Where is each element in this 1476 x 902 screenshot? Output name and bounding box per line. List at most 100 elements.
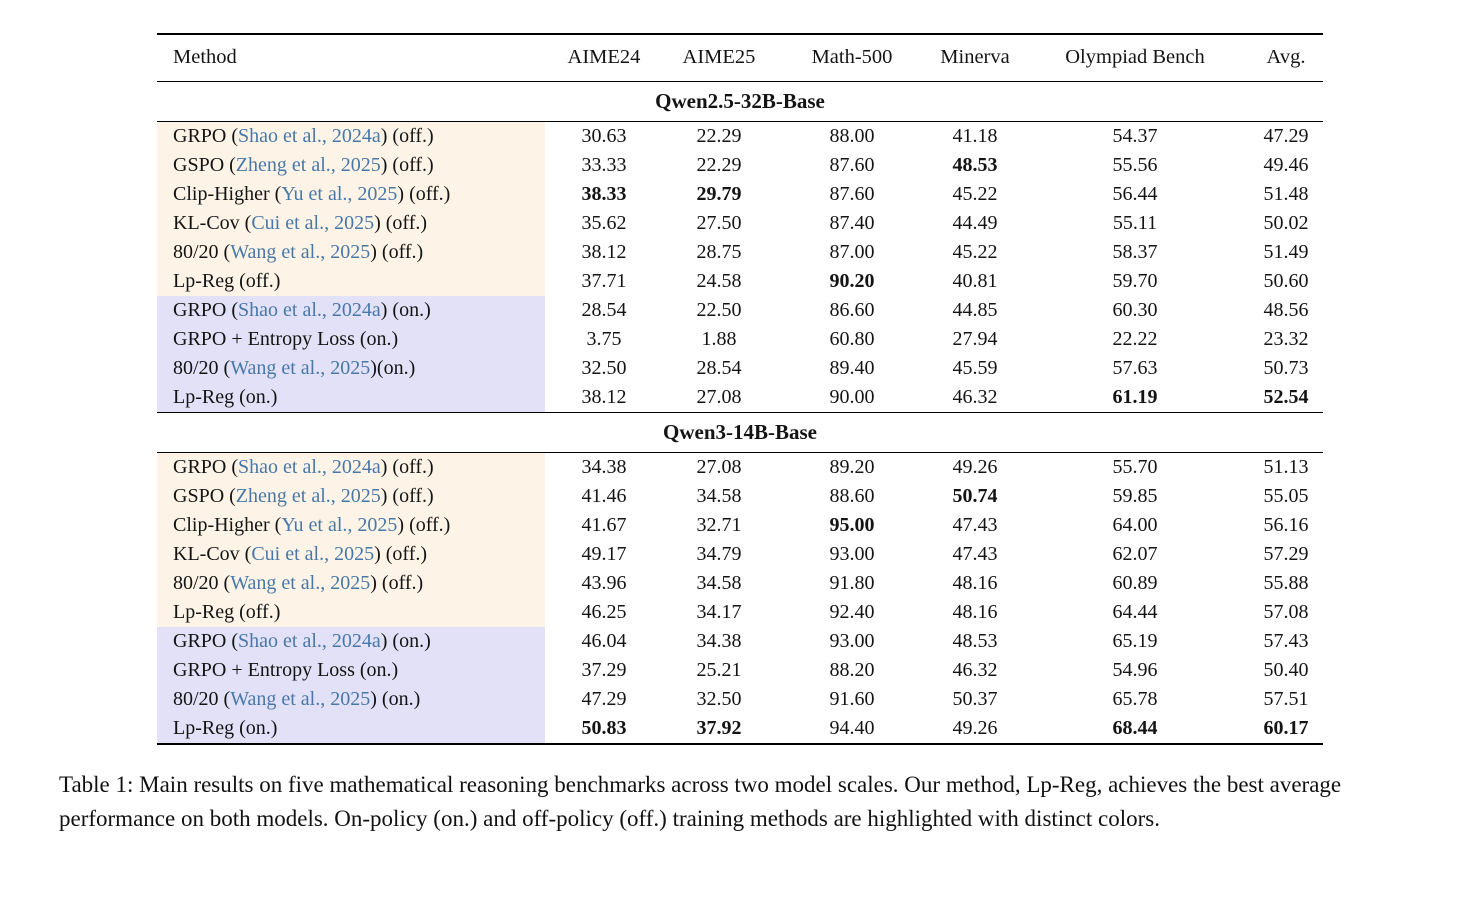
citation-link[interactable]: Zheng et al., 2025 [235, 154, 381, 177]
value-cell: 34.38 [581, 456, 627, 479]
table-row: GSPO (Zheng et al., 2025) (off.) 33.33 22.… [157, 151, 1323, 181]
value-cell: 44.85 [952, 299, 998, 322]
citation-link[interactable]: Cui et al., 2025 [251, 212, 375, 235]
value-cell: 30.63 [581, 125, 627, 148]
value-cell: 25.21 [696, 659, 742, 682]
value-cell: 54.96 [1112, 659, 1158, 682]
method-text: Clip-Higher ( [173, 183, 282, 206]
value-cell: 52.54 [1263, 386, 1309, 409]
method-text: ) (off.) [397, 183, 451, 206]
column-header: AIME24 [567, 46, 641, 68]
table-row: KL-Cov (Cui et al., 2025) (off.) 35.62 27.… [157, 209, 1323, 239]
table-row: 80/20 (Wang et al., 2025) (on.) 47.29 32.5… [157, 685, 1323, 715]
value-cell: 64.00 [1112, 514, 1158, 537]
citation-link[interactable]: Cui et al., 2025 [251, 543, 375, 566]
value-cell: 51.49 [1263, 241, 1309, 264]
method-cell: 80/20 (Wang et al., 2025) (off.) [157, 238, 545, 268]
method-text: ) (off.) [374, 212, 428, 235]
value-cell: 48.16 [952, 572, 998, 595]
table-row: Lp-Reg (off.) 37.71 24.58 90.20 40.81 59.70 50… [157, 267, 1323, 297]
citation-link[interactable]: Yu et al., 2025 [281, 514, 398, 537]
value-cell: 45.59 [952, 357, 998, 380]
method-text: GSPO ( [173, 485, 236, 508]
method-text: KL-Cov ( [173, 543, 252, 566]
value-cell: 57.51 [1263, 688, 1309, 711]
method-cell: GRPO + Entropy Loss (on.) [157, 656, 545, 686]
value-cell: 27.50 [696, 212, 742, 235]
value-cell: 40.81 [952, 270, 998, 293]
value-cell: 37.29 [581, 659, 627, 682]
method-text: GRPO + Entropy Loss (on.) [173, 659, 399, 682]
value-cell: 51.48 [1263, 183, 1309, 206]
value-cell: 46.04 [581, 630, 627, 653]
table-row: GSPO (Zheng et al., 2025) (off.) 41.46 34.… [157, 482, 1323, 512]
citation-link[interactable]: Wang et al., 2025 [230, 572, 371, 595]
citation-link[interactable]: Shao et al., 2024a [238, 630, 381, 653]
citation-link[interactable]: Shao et al., 2024a [238, 456, 381, 479]
method-text: ) (on.) [380, 630, 431, 653]
method-cell: KL-Cov (Cui et al., 2025) (off.) [157, 540, 545, 570]
value-cell: 50.02 [1263, 212, 1309, 235]
method-text: ) (on.) [380, 299, 431, 322]
value-cell: 57.08 [1263, 601, 1309, 624]
value-cell: 3.75 [586, 328, 622, 351]
value-cell: 44.49 [952, 212, 998, 235]
value-cell: 55.88 [1263, 572, 1309, 595]
value-cell: 47.29 [1263, 125, 1309, 148]
value-cell: 60.80 [829, 328, 875, 351]
citation-link[interactable]: Wang et al., 2025 [230, 241, 371, 264]
method-text: Lp-Reg (off.) [173, 601, 281, 624]
value-cell: 32.50 [696, 688, 742, 711]
value-cell: 47.43 [952, 543, 998, 566]
value-cell: 51.13 [1263, 456, 1309, 479]
citation-link[interactable]: Wang et al., 2025 [230, 688, 371, 711]
citation-link[interactable]: Zheng et al., 2025 [235, 485, 381, 508]
method-text: GRPO ( [173, 630, 239, 653]
citation-link[interactable]: Shao et al., 2024a [238, 299, 381, 322]
value-cell: 91.60 [829, 688, 875, 711]
value-cell: 28.75 [696, 241, 742, 264]
value-cell: 59.85 [1112, 485, 1158, 508]
value-cell: 50.74 [952, 485, 998, 508]
column-header: Math-500 [811, 46, 893, 68]
citation-link[interactable]: Shao et al., 2024a [238, 125, 381, 148]
table-row: GRPO + Entropy Loss (on.) 37.29 25.21 88.20… [157, 656, 1323, 686]
method-text: KL-Cov ( [173, 212, 252, 235]
value-cell: 34.38 [696, 630, 742, 653]
value-cell: 46.32 [952, 659, 998, 682]
table-row: GRPO (Shao et al., 2024a) (on.) 46.04 34.3… [157, 627, 1323, 657]
method-text: Lp-Reg (on.) [173, 717, 278, 740]
value-cell: 35.62 [581, 212, 627, 235]
value-cell: 50.83 [581, 717, 627, 740]
value-cell: 50.37 [952, 688, 998, 711]
value-cell: 38.33 [581, 183, 627, 206]
citation-link[interactable]: Wang et al., 2025 [230, 357, 371, 380]
method-text: 80/20 ( [173, 357, 231, 380]
value-cell: 41.67 [581, 514, 627, 537]
method-cell: Lp-Reg (on.) [157, 714, 545, 745]
method-text: GRPO ( [173, 125, 239, 148]
value-cell: 37.71 [581, 270, 627, 293]
value-cell: 34.79 [696, 543, 742, 566]
value-cell: 32.71 [696, 514, 742, 537]
table-row: Clip-Higher (Yu et al., 2025) (off.) 38.3… [157, 180, 1323, 210]
value-cell: 22.22 [1112, 328, 1158, 351]
value-cell: 38.12 [581, 241, 627, 264]
value-cell: 48.53 [952, 154, 998, 177]
method-cell: GRPO + Entropy Loss (on.) [157, 325, 545, 355]
section-header-row: Qwen2.5-32B-Base [157, 80, 1323, 123]
value-cell: 47.43 [952, 514, 998, 537]
method-cell: GRPO (Shao et al., 2024a) (off.) [157, 121, 545, 152]
method-cell: 80/20 (Wang et al., 2025) (on.) [157, 685, 545, 715]
method-text: ) (off.) [380, 125, 434, 148]
method-text: ) (off.) [370, 241, 424, 264]
citation-link[interactable]: Yu et al., 2025 [281, 183, 398, 206]
results-table: Method AIME24 AIME25 Math-500 Minerva Olympia… [157, 33, 1323, 746]
value-cell: 57.29 [1263, 543, 1309, 566]
value-cell: 59.70 [1112, 270, 1158, 293]
value-cell: 90.20 [829, 270, 875, 293]
table-row: 80/20 (Wang et al., 2025)(on.) 32.50 28.54… [157, 354, 1323, 384]
value-cell: 49.17 [581, 543, 627, 566]
value-cell: 60.89 [1112, 572, 1158, 595]
